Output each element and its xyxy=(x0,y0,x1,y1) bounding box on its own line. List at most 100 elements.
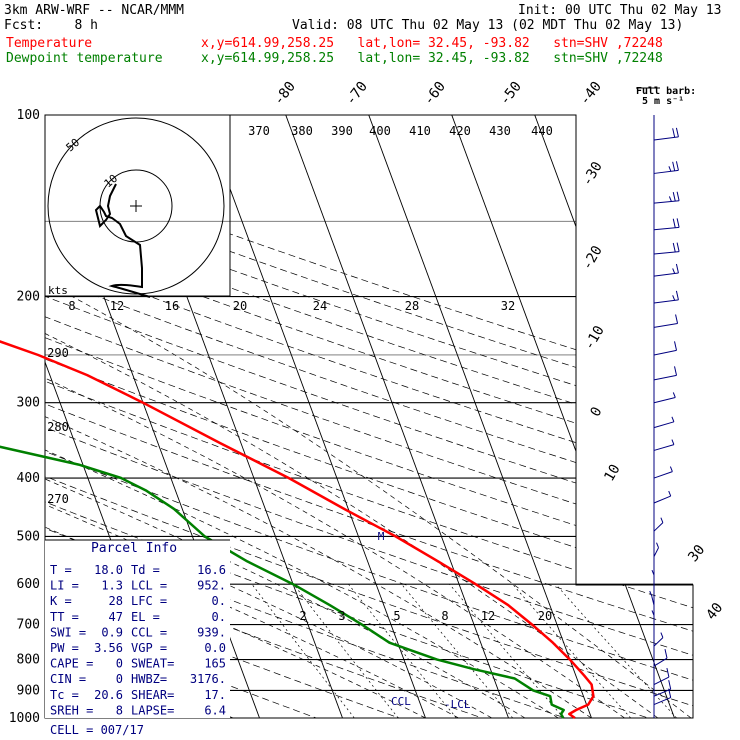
parcel-info-value: 0. xyxy=(212,594,226,608)
isotherm-label: -40 xyxy=(577,79,605,109)
parcel-info-key: HWBZ= xyxy=(131,672,167,686)
isotherm-label: -60 xyxy=(421,79,449,109)
pressure-tick-label: 300 xyxy=(17,396,40,411)
wind-barb xyxy=(653,191,680,204)
hodograph-trace xyxy=(94,183,151,298)
wind-barb-flag xyxy=(672,192,676,202)
temperature-legend: Temperature xyxy=(6,36,93,51)
parcel-info-key: EL = xyxy=(131,610,160,624)
isotherm-line xyxy=(696,102,740,731)
theta-label: 400 xyxy=(369,124,391,138)
parcel-info-cell: CELL = 007/17 xyxy=(50,723,144,737)
moist-adiabat-line xyxy=(45,296,426,718)
isotherm-label: -30 xyxy=(579,159,606,189)
parcel-info-value: 47 xyxy=(109,610,123,624)
wind-barbs: Full barb:5 m s⁻¹ xyxy=(636,86,696,718)
isotherm-label: 40 xyxy=(703,600,726,623)
dewpoint-location: x,y=614.99,258.25 lat,lon= 32.45, -93.82… xyxy=(201,51,663,66)
mixing-ratio-label: 8 xyxy=(441,609,448,623)
parcel-info-key: CCL = xyxy=(131,625,167,639)
dry-adiabat-line xyxy=(45,127,693,718)
hodograph-ring-outer xyxy=(47,117,225,295)
pressure-tick-label: 600 xyxy=(17,577,40,592)
isotherm-label: -20 xyxy=(579,243,606,273)
wind-barb xyxy=(653,517,664,532)
dry-adiabat-line xyxy=(45,127,352,718)
wind-barb-shaft xyxy=(653,272,679,277)
valid-time: Valid: 08 UTC Thu 02 May 13 (02 MDT Thu … xyxy=(292,18,684,33)
wind-barb-flag xyxy=(675,161,679,171)
mixing-ratio-label: 20 xyxy=(233,299,247,313)
parcel-info-box: Parcel Info T = 18.0 Td = 16.6 LI = 1.3 LCL = 95… xyxy=(45,539,230,737)
parcel-info-key: T = xyxy=(50,563,72,577)
wind-barb xyxy=(653,680,672,697)
dry-adiabat-line xyxy=(45,127,693,718)
mixing-ratio-label: 5 xyxy=(393,609,400,623)
dry-adiabat-label: 280 xyxy=(47,420,69,434)
wind-barb-flag xyxy=(675,290,679,300)
profile-lines xyxy=(0,340,595,720)
wind-barb-flag xyxy=(676,218,680,228)
theta-label: 410 xyxy=(409,124,431,138)
theta-label: 440 xyxy=(531,124,553,138)
wind-barb-shaft xyxy=(651,596,655,606)
wind-barb xyxy=(653,127,679,141)
dry-adiabat-line xyxy=(45,127,689,718)
wind-barb-flag xyxy=(656,542,659,548)
lcl-marker: -LCL xyxy=(444,698,471,711)
dry-adiabat-line xyxy=(45,127,436,718)
wind-barb-unit: 5 m s⁻¹ xyxy=(642,96,684,107)
theta-label: 390 xyxy=(331,124,353,138)
isotherm-line xyxy=(0,102,15,731)
wind-barb xyxy=(653,263,679,277)
wind-barb-flag xyxy=(671,439,675,445)
wind-barb-shaft xyxy=(653,547,659,557)
pressure-tick-label: 500 xyxy=(17,529,40,544)
wind-barb-shaft xyxy=(653,637,664,647)
parcel-info-key: SWEAT= xyxy=(131,657,174,671)
wind-barb-shaft xyxy=(653,495,671,504)
mixing-ratio-line xyxy=(555,583,677,718)
dry-adiabat-label: 290 xyxy=(47,346,69,360)
wind-barb-flag xyxy=(651,569,655,576)
wind-barb xyxy=(653,542,659,557)
parcel-info-key: K = xyxy=(50,594,72,608)
pressure-tick-label: 400 xyxy=(17,471,40,486)
dewpoint-legend: Dewpoint temperature xyxy=(6,51,163,66)
wind-barb-shaft xyxy=(653,676,670,685)
isotherm-line xyxy=(446,115,680,718)
moist-adiabat-line xyxy=(72,296,692,718)
wind-barb xyxy=(653,161,679,174)
wind-barb xyxy=(653,314,679,328)
parcel-info-value: 0.9 xyxy=(101,625,123,639)
parcel-info-value: 939. xyxy=(197,625,226,639)
wind-barb xyxy=(651,610,655,625)
wind-barb xyxy=(649,590,655,606)
wind-barb-flag xyxy=(668,196,672,202)
theta-label: 370 xyxy=(248,124,270,138)
parcel-info-key: Tc = xyxy=(50,688,79,702)
wind-barb-flag xyxy=(660,632,664,638)
forecast-hour: Fcst: 8 h xyxy=(4,18,98,33)
parcel-info-value: 0.0 xyxy=(204,641,226,655)
wind-barb-flag xyxy=(668,166,672,172)
wind-barb-flag xyxy=(674,341,678,351)
temperature-location: x,y=614.99,258.25 lat,lon= 32.45, -93.82… xyxy=(201,36,663,51)
wind-barb-flag xyxy=(676,191,680,201)
isotherm-label: -10 xyxy=(581,323,608,353)
parcel-info-value: 17. xyxy=(204,688,226,702)
wind-barb-flag xyxy=(672,242,676,253)
wind-barb-flag xyxy=(672,161,676,171)
wind-barb-flag xyxy=(675,263,679,274)
parcel-info-value: 6.4 xyxy=(204,703,226,717)
wind-barb xyxy=(653,290,679,304)
parcel-info-value: 28 xyxy=(109,594,123,608)
parcel-info-background xyxy=(45,540,230,718)
wind-barb-flag xyxy=(669,466,673,472)
wind-barb-shaft xyxy=(653,471,673,479)
wind-barb-shaft xyxy=(653,200,680,204)
parcel-info-value: 0. xyxy=(212,610,226,624)
mixing-ratio-label: 12 xyxy=(110,299,124,313)
